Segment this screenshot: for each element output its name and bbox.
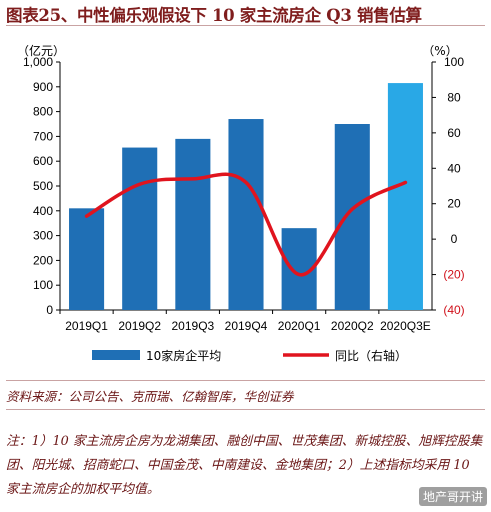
y-tick-label-left: 100 [33, 278, 53, 292]
y-tick-label-right: 60 [447, 126, 461, 140]
bar [122, 147, 158, 310]
source-text: 资料来源：公司公告、克而瑞、亿翰智库，华创证券 [6, 389, 294, 404]
title-rule [6, 25, 485, 26]
y-tick-label-left: 400 [33, 204, 53, 218]
x-tick-label: 2020Q3E [380, 319, 431, 333]
x-tick-label: 2019Q2 [118, 319, 161, 333]
y-tick-label-left: 800 [33, 105, 53, 119]
y-tick-label-left: 500 [33, 179, 53, 193]
y-tick-label-right: 100 [444, 55, 464, 69]
y-tick-label-right: 20 [447, 197, 461, 211]
x-tick-label: 2020Q2 [331, 319, 374, 333]
bar [387, 83, 423, 310]
figure-title: 图表25、中性偏乐观假设下 10 家主流房企 Q3 销售估算 [6, 6, 422, 25]
y-tick-label-left: 0 [46, 303, 53, 317]
x-tick-label: 2020Q1 [278, 319, 321, 333]
y-tick-label-left: 900 [33, 80, 53, 94]
legend-label-line: 同比（右轴） [335, 348, 407, 363]
watermark: 地产哥开讲 [418, 487, 487, 506]
y-tick-label-left: 200 [33, 253, 53, 267]
y-tick-label-right: 80 [447, 90, 461, 104]
bar [334, 124, 370, 310]
left-axis-unit: （亿元） [17, 43, 65, 58]
x-tick-label: 2019Q4 [225, 319, 268, 333]
note-text: 注：1）10 家主流房企房为龙湖集团、融创中国、世茂集团、新城控股、旭辉控股集团… [6, 434, 483, 497]
x-tick-label: 2019Q3 [172, 319, 215, 333]
x-tick-label: 2019Q1 [65, 319, 108, 333]
legend-label-bars: 10家房企平均 [146, 348, 221, 363]
y-tick-label-right: 0 [451, 232, 458, 246]
y-tick-label-right: 40 [447, 161, 461, 175]
bar [69, 208, 105, 310]
y-tick-label-left: 700 [33, 129, 53, 143]
right-axis-unit: （%） [422, 44, 457, 58]
note-rule [6, 409, 485, 410]
source-rule [6, 380, 485, 381]
yoy-line [84, 172, 408, 277]
bar [228, 119, 264, 310]
y-tick-label-left: 1,000 [23, 55, 53, 69]
chart: 01002003004005006007008009001,000(40)(20… [17, 43, 465, 363]
y-tick-label-right: (40) [443, 303, 464, 317]
bar [175, 138, 211, 310]
y-tick-label-left: 600 [33, 154, 53, 168]
y-tick-label-left: 300 [33, 229, 53, 243]
y-tick-label-right: (20) [443, 268, 464, 282]
legend-swatch-bars [92, 350, 140, 360]
